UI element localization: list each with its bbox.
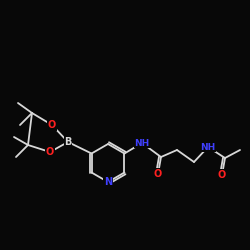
Text: O: O — [218, 170, 226, 180]
Text: B: B — [64, 137, 72, 147]
Text: O: O — [154, 169, 162, 179]
Text: NH: NH — [134, 138, 150, 147]
Text: NH: NH — [200, 142, 216, 152]
Text: N: N — [104, 177, 112, 187]
Text: O: O — [48, 120, 56, 130]
Text: O: O — [46, 147, 54, 157]
